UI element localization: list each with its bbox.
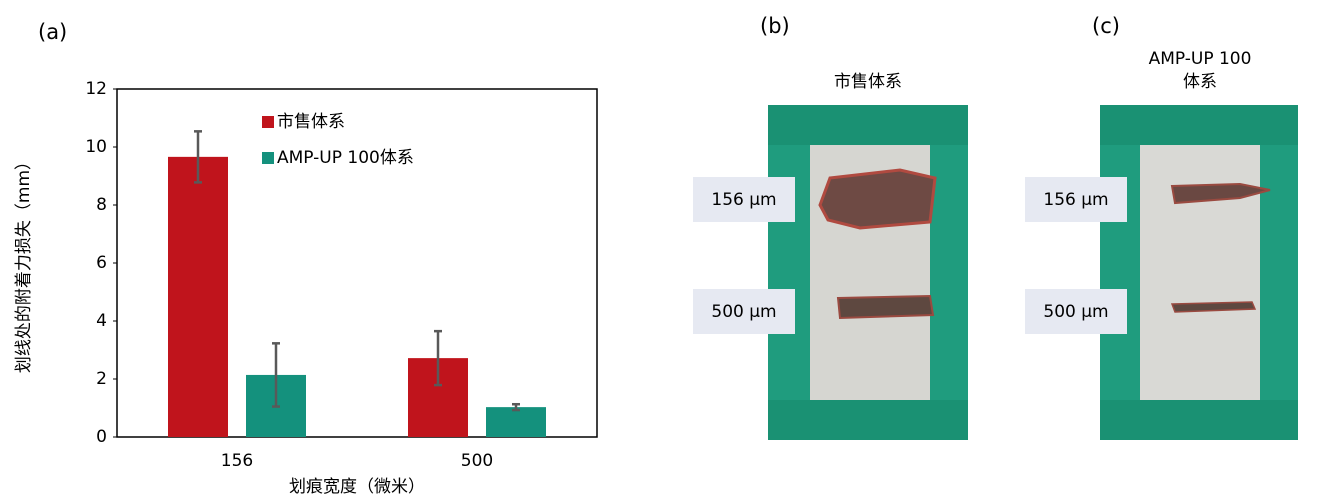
photo-title: 市售体系 bbox=[834, 72, 902, 92]
tape-shade bbox=[1100, 400, 1298, 440]
tape-shade bbox=[768, 400, 968, 440]
figure: (a) 划线处的附着力损失（mm） 划痕宽度（微米） 0 2 4 6 8 10 12 156 5… bbox=[0, 0, 1321, 502]
marker-label: 156 µm bbox=[1043, 190, 1108, 210]
y-tick-label: 10 bbox=[85, 137, 107, 157]
marker-label: 500 µm bbox=[711, 302, 776, 322]
scratch bbox=[820, 170, 935, 228]
y-tick-label: 6 bbox=[96, 253, 107, 273]
photo-title: 体系 bbox=[1183, 72, 1217, 92]
bar bbox=[486, 407, 546, 437]
y-axis-title: 划线处的附着力损失（mm） bbox=[14, 153, 34, 373]
panel-label: (b) bbox=[760, 14, 790, 38]
tape-shade bbox=[768, 105, 968, 145]
panel-label: (c) bbox=[1092, 14, 1120, 38]
photo-b bbox=[768, 105, 968, 440]
bar bbox=[168, 157, 228, 437]
scratch bbox=[838, 296, 933, 318]
legend-swatch bbox=[262, 152, 274, 164]
y-tick-label: 12 bbox=[85, 79, 107, 99]
legend-label: AMP-UP 100体系 bbox=[277, 148, 414, 168]
y-tick-label: 8 bbox=[96, 195, 107, 215]
legend-label: 市售体系 bbox=[277, 112, 345, 132]
x-tick-label: 500 bbox=[461, 451, 493, 471]
x-axis-title: 划痕宽度（微米） bbox=[289, 477, 425, 497]
y-tick-label: 0 bbox=[96, 427, 107, 447]
y-tick-label: 2 bbox=[96, 369, 107, 389]
photo-title: AMP-UP 100 bbox=[1149, 49, 1252, 69]
marker-label: 500 µm bbox=[1043, 302, 1108, 322]
panel-label: (a) bbox=[38, 20, 67, 44]
y-tick-label: 4 bbox=[96, 311, 107, 331]
x-tick-label: 156 bbox=[221, 451, 253, 471]
tape-shade bbox=[1100, 105, 1298, 145]
marker-label: 156 µm bbox=[711, 190, 776, 210]
photo-c bbox=[1100, 105, 1298, 440]
panel-paper bbox=[1140, 145, 1260, 400]
legend-swatch bbox=[262, 116, 274, 128]
